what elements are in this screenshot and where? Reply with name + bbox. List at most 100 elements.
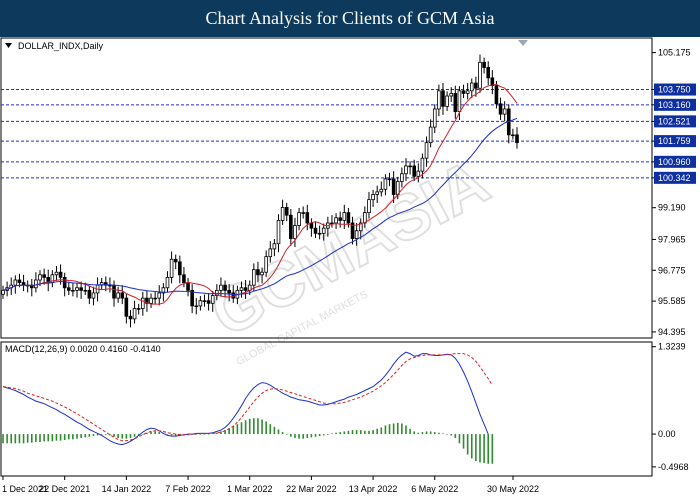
macd-pane: MACD(12,26,9) 0.0020 0.4160 -0.4140 bbox=[0, 341, 653, 477]
time-tick-label: 7 Feb 2022 bbox=[165, 484, 211, 494]
level-tag bbox=[654, 115, 696, 128]
candle bbox=[297, 207, 301, 231]
candle bbox=[379, 181, 384, 197]
macd-pane-frame bbox=[0, 341, 653, 477]
candle bbox=[141, 291, 145, 316]
candle bbox=[264, 250, 268, 277]
histogram-bar bbox=[347, 430, 350, 435]
histogram-bar bbox=[310, 434, 313, 438]
candle bbox=[25, 280, 30, 293]
histogram-bar bbox=[285, 434, 288, 435]
histogram-bar bbox=[26, 434, 29, 443]
candle bbox=[486, 61, 491, 86]
time-tick-label: 1 Mar 2022 bbox=[227, 484, 273, 494]
candle bbox=[498, 97, 503, 121]
price-tick-label: 103.750 bbox=[658, 85, 691, 95]
histogram-bar bbox=[100, 434, 103, 435]
candle bbox=[301, 206, 305, 219]
candle bbox=[367, 191, 371, 219]
histogram-bar bbox=[339, 432, 341, 435]
histogram-bar bbox=[413, 431, 415, 435]
histogram-bar bbox=[281, 432, 284, 435]
histogram-bar bbox=[207, 434, 210, 435]
candle bbox=[474, 76, 478, 97]
histogram-bar bbox=[491, 434, 494, 464]
histogram-bar bbox=[290, 434, 292, 437]
candle bbox=[29, 278, 34, 297]
histogram-bar bbox=[96, 434, 99, 436]
histogram-bar bbox=[113, 434, 115, 437]
price-tick-label: 100.342 bbox=[658, 173, 691, 183]
candle bbox=[50, 270, 55, 288]
histogram-bar bbox=[479, 434, 481, 463]
price-tick-label: 96.775 bbox=[658, 265, 686, 275]
histogram-bar bbox=[294, 434, 296, 439]
candle bbox=[62, 272, 67, 297]
macd-line bbox=[2, 351, 489, 446]
histogram-bar bbox=[18, 434, 21, 444]
price-tick-label: 100.960 bbox=[658, 157, 691, 167]
candle bbox=[87, 285, 92, 305]
price-tick-label: 95.585 bbox=[658, 296, 686, 306]
candle bbox=[153, 291, 157, 305]
histogram-bar bbox=[125, 434, 128, 439]
candle bbox=[461, 84, 466, 99]
candle bbox=[145, 290, 149, 312]
price-tick-label: 99.190 bbox=[658, 203, 686, 213]
time-tick-label: 14 Jan 2022 bbox=[102, 484, 152, 494]
candle bbox=[34, 272, 38, 293]
histogram-bar bbox=[80, 434, 82, 439]
candle bbox=[371, 189, 375, 207]
candle bbox=[178, 255, 182, 284]
candle bbox=[313, 221, 318, 239]
candle bbox=[289, 208, 293, 246]
candle bbox=[502, 101, 507, 122]
candle bbox=[66, 281, 71, 296]
macd-label: MACD(12,26,9) 0.0020 0.4160 -0.4140 bbox=[5, 344, 161, 354]
histogram-bar bbox=[433, 432, 436, 435]
candle bbox=[387, 172, 392, 187]
candle bbox=[354, 222, 359, 246]
histogram-bar bbox=[454, 434, 457, 439]
chart-shift-marker bbox=[518, 40, 528, 46]
candle bbox=[469, 78, 474, 99]
histogram-bar bbox=[63, 434, 66, 441]
macd-axis: 1.3239 0.00 -0.4968 bbox=[652, 342, 689, 472]
candle bbox=[490, 70, 495, 95]
histogram-bar bbox=[72, 434, 74, 440]
histogram-bar bbox=[6, 434, 8, 444]
histogram-bar bbox=[216, 432, 218, 435]
candle bbox=[457, 86, 462, 121]
histogram-bar bbox=[380, 427, 383, 435]
histogram-bar bbox=[409, 428, 411, 435]
histogram-bar bbox=[236, 424, 239, 435]
candle bbox=[494, 80, 499, 109]
candle bbox=[194, 298, 199, 315]
histogram-bar bbox=[195, 434, 198, 435]
candle bbox=[375, 185, 379, 204]
support-resistance-levels bbox=[1, 89, 652, 179]
histogram-bar bbox=[133, 434, 136, 437]
candle bbox=[482, 57, 486, 74]
price-axis: 105.175 103.750 103.160 102.521 101.759 100.9… bbox=[652, 48, 696, 337]
candle bbox=[75, 283, 79, 298]
candle bbox=[91, 286, 96, 306]
histogram-bar bbox=[364, 430, 366, 435]
candle bbox=[445, 91, 449, 112]
candle bbox=[210, 290, 215, 312]
histogram-bar bbox=[388, 424, 391, 435]
time-tick-label: 30 May 2022 bbox=[487, 484, 539, 494]
candle bbox=[54, 265, 59, 281]
level-tag bbox=[654, 155, 696, 168]
candle bbox=[124, 293, 129, 324]
histogram-bar bbox=[298, 434, 300, 439]
candle bbox=[305, 204, 310, 231]
histogram-bar bbox=[376, 428, 378, 435]
candle bbox=[165, 271, 170, 293]
histogram-bar bbox=[47, 434, 50, 442]
macd-tick-label: 1.3239 bbox=[658, 342, 686, 352]
histogram-bar bbox=[269, 424, 272, 435]
candle bbox=[190, 284, 194, 314]
histogram-bar bbox=[67, 434, 70, 440]
symbol-dropdown-icon[interactable] bbox=[5, 43, 12, 48]
